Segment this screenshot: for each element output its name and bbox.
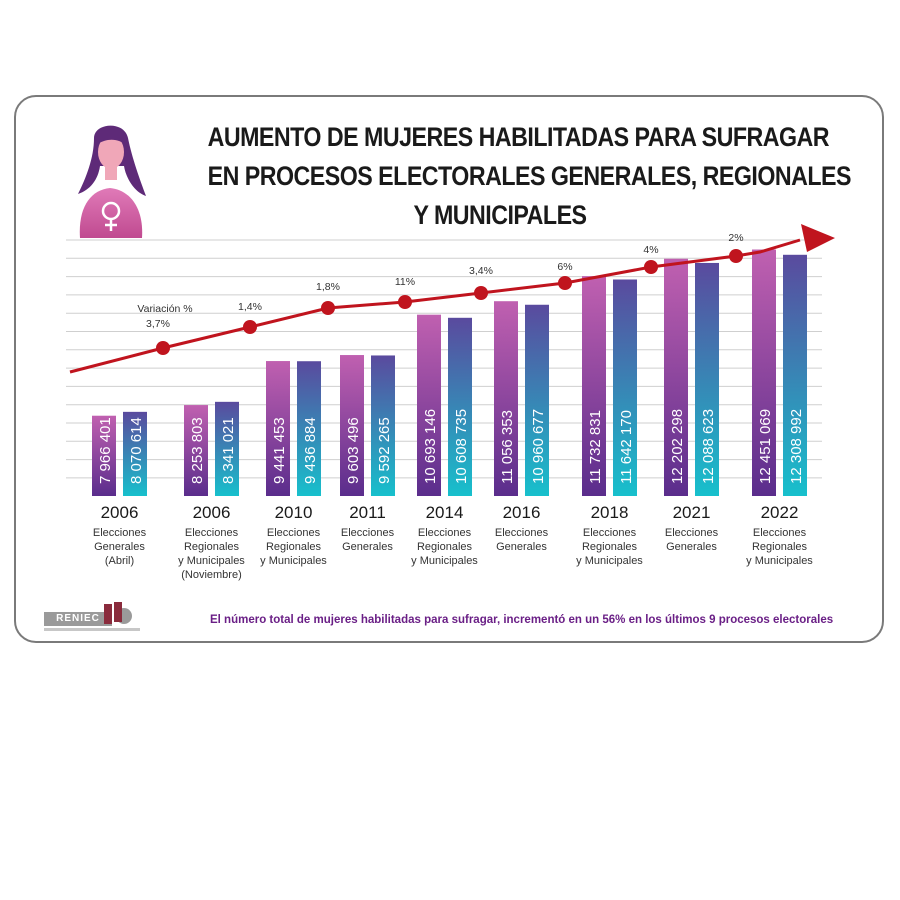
variation-label: 4%: [643, 244, 658, 256]
bar-value-label: 11 642 170: [618, 410, 635, 484]
bar-value-label: 9 436 884: [302, 417, 319, 484]
category-description: Generales: [342, 541, 393, 553]
bar-series-a: [752, 249, 776, 496]
variation-marker: [558, 276, 572, 290]
bar-series-b: [297, 361, 321, 496]
variation-label: 11%: [395, 276, 415, 288]
year-label: 2014: [426, 503, 464, 522]
category-description: Regionales: [582, 541, 638, 553]
footer-note: El número total de mujeres habilitadas p…: [210, 614, 834, 626]
bar-value-label: 9 603 496: [345, 417, 362, 484]
bar-value-label: 11 056 353: [499, 410, 516, 484]
category-description: (Noviembre): [181, 569, 242, 581]
year-label: 2018: [591, 503, 629, 522]
category-description: Generales: [94, 541, 145, 553]
category-description: Elecciones: [665, 527, 719, 539]
title-line-3: Y MUNICIPALES: [413, 200, 587, 230]
variation-marker: [243, 320, 257, 334]
bar-series-a: [664, 258, 688, 496]
bar-series-a: [582, 276, 606, 496]
year-label: 2006: [101, 503, 139, 522]
category-description: Regionales: [752, 541, 808, 553]
category-description: y Municipales: [178, 555, 245, 567]
variation-label: 1,8%: [316, 281, 340, 293]
variation-label: 6%: [557, 261, 572, 273]
bar-value-label: 9 441 453: [271, 417, 288, 484]
variation-label: 1,4%: [238, 301, 262, 313]
category-description: y Municipales: [411, 555, 478, 567]
trend-arrowhead: [801, 224, 835, 252]
variation-marker: [644, 260, 658, 274]
bar-series-b: [371, 355, 395, 496]
year-label: 2011: [349, 503, 386, 522]
reniec-emblem-icon: [104, 602, 132, 624]
category-description: (Abril): [105, 555, 134, 567]
variation-label: 2%: [728, 232, 743, 244]
bar-value-label: 9 592 265: [376, 417, 393, 484]
variation-marker: [729, 249, 743, 263]
bar-series-b: [695, 262, 719, 496]
category-description: Elecciones: [753, 527, 807, 539]
variation-caption: Variación %: [137, 303, 192, 315]
category-description: Regionales: [417, 541, 473, 553]
bar-value-label: 8 341 021: [220, 417, 237, 484]
bar-value-label: 12 202 298: [669, 409, 686, 484]
category-description: Elecciones: [495, 527, 549, 539]
category-description: Regionales: [266, 541, 322, 553]
bar-value-label: 10 693 146: [422, 409, 439, 484]
category-description: y Municipales: [260, 555, 327, 567]
logo-underline: [44, 628, 140, 631]
category-description: Elecciones: [267, 527, 321, 539]
bar-series-a: [417, 314, 441, 496]
bar-series-b: [783, 254, 807, 496]
bar-series-a: [340, 355, 364, 496]
variation-marker: [321, 301, 335, 315]
bar-series-b: [123, 411, 147, 496]
title-line-1: AUMENTO DE MUJERES HABILITADAS PARA SUFR…: [207, 122, 830, 152]
logo-text: RENIEC: [44, 612, 112, 626]
woman-avatar-icon: [78, 125, 146, 238]
bar-value-label: 8 253 803: [189, 417, 206, 484]
bar-series-b: [525, 304, 549, 496]
category-description: Elecciones: [93, 527, 147, 539]
bar-value-label: 12 088 623: [700, 409, 717, 484]
bar-series-a: [92, 415, 116, 496]
bar-value-label: 10 608 735: [453, 409, 470, 484]
variation-marker: [474, 286, 488, 300]
title-line-2: EN PROCESOS ELECTORALES GENERALES, REGIO…: [207, 161, 852, 191]
year-label: 2006: [193, 503, 231, 522]
category-description: Elecciones: [185, 527, 239, 539]
bar-series-b: [613, 279, 637, 496]
category-description: Elecciones: [341, 527, 395, 539]
year-label: 2016: [503, 503, 541, 522]
year-label: 2021: [673, 503, 711, 522]
bar-value-label: 12 308 992: [788, 409, 805, 484]
year-label: 2022: [761, 503, 799, 522]
category-description: Elecciones: [418, 527, 472, 539]
bar-value-label: 12 451 069: [757, 409, 774, 484]
bar-value-label: 11 732 831: [587, 410, 604, 484]
variation-marker: [398, 295, 412, 309]
category-description: y Municipales: [576, 555, 643, 567]
bar-series-a: [184, 405, 208, 496]
chart-title: AUMENTO DE MUJERES HABILITADAS PARA SUFR…: [207, 118, 852, 235]
category-description: Regionales: [184, 541, 240, 553]
bar-value-label: 7 966 401: [97, 417, 114, 484]
bar-value-label: 8 070 614: [128, 417, 145, 484]
bar-series-a: [266, 361, 290, 496]
category-description: Generales: [666, 541, 717, 553]
year-label: 2010: [275, 503, 313, 522]
bar-series-b: [215, 401, 239, 496]
bar-series-a: [494, 301, 518, 496]
reniec-logo: RENIEC: [20, 598, 160, 644]
bar-series-b: [448, 317, 472, 496]
variation-label: 3,7%: [146, 318, 170, 330]
variation-label: 3,4%: [469, 265, 493, 277]
category-description: y Municipales: [746, 555, 813, 567]
category-description: Generales: [496, 541, 547, 553]
bar-value-label: 10 960 677: [530, 409, 547, 484]
variation-marker: [156, 341, 170, 355]
category-description: Elecciones: [583, 527, 637, 539]
